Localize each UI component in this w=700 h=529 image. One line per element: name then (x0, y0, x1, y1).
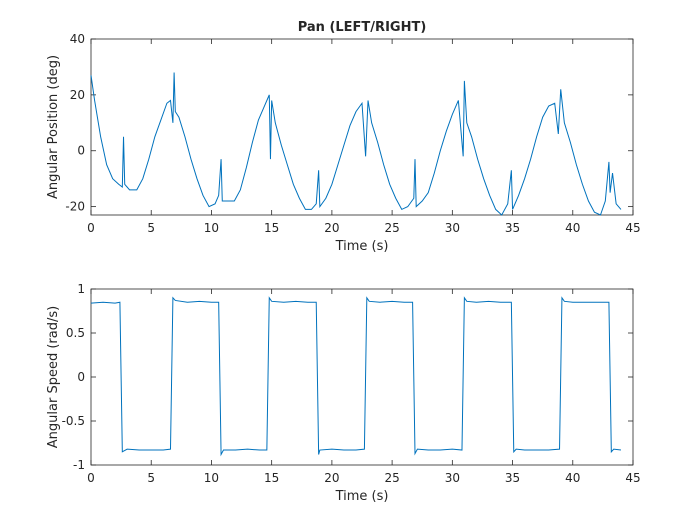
y-tick-label: 40 (70, 32, 85, 46)
x-tick-label: 10 (204, 471, 219, 485)
x-axis-label: Time (s) (335, 489, 389, 504)
y-axis-label: Angular Position (deg) (46, 55, 61, 199)
y-tick-label: 20 (70, 88, 85, 102)
x-tick-label: 5 (147, 471, 155, 485)
x-tick-label: 0 (87, 221, 95, 235)
y-tick-label: 0 (77, 144, 85, 158)
y-tick-label: -20 (65, 200, 85, 214)
x-tick-label: 35 (505, 221, 520, 235)
data-line (90, 296, 622, 457)
x-tick-label: 45 (625, 221, 640, 235)
x-tick-label: 20 (324, 471, 339, 485)
x-tick-label: 5 (147, 221, 155, 235)
y-tick-label: -1 (73, 458, 85, 472)
x-tick-label: 30 (445, 471, 460, 485)
x-tick-label: 35 (505, 471, 520, 485)
y-tick-label: 0.5 (66, 326, 85, 340)
x-tick-label: 15 (264, 221, 279, 235)
x-tick-label: 10 (204, 221, 219, 235)
chart-title: Pan (LEFT/RIGHT) (298, 20, 427, 35)
x-tick-label: 25 (384, 221, 399, 235)
x-tick-label: 45 (625, 471, 640, 485)
x-tick-label: 30 (445, 221, 460, 235)
y-tick-label: 0 (77, 370, 85, 384)
y-axis-label: Angular Speed (rad/s) (46, 306, 61, 448)
x-tick-label: 25 (384, 471, 399, 485)
x-tick-label: 15 (264, 471, 279, 485)
x-tick-label: 40 (565, 471, 580, 485)
y-tick-label: -0.5 (62, 414, 85, 428)
x-tick-label: 0 (87, 471, 95, 485)
data-line (90, 72, 622, 216)
x-axis-label: Time (s) (335, 239, 389, 254)
axes-box (90, 38, 634, 216)
y-tick-label: 1 (77, 282, 85, 296)
x-tick-label: 40 (565, 221, 580, 235)
x-tick-label: 20 (324, 221, 339, 235)
